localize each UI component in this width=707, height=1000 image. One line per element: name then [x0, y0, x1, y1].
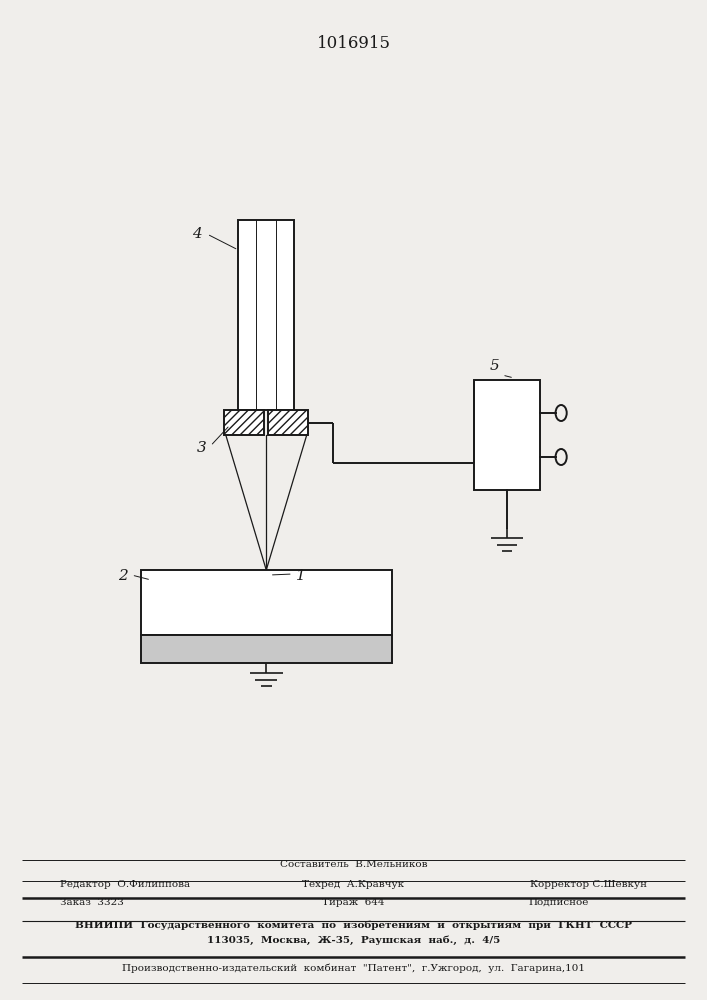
- Bar: [238, 220, 294, 410]
- Text: Заказ  3323: Заказ 3323: [60, 898, 124, 907]
- Bar: [474, 380, 540, 490]
- Bar: [224, 410, 264, 435]
- Text: ВНИИПИ  Государственного  комитета  по  изобретениям  и  открытиям  при  ГКНТ  С: ВНИИПИ Государственного комитета по изоб…: [75, 920, 632, 930]
- Text: Корректор С.Шевкун: Корректор С.Шевкун: [530, 880, 647, 889]
- Text: Подписное: Подписное: [528, 898, 588, 907]
- Bar: [141, 570, 392, 635]
- Bar: [269, 410, 308, 435]
- Text: 2: 2: [117, 569, 127, 583]
- Text: 5: 5: [489, 359, 499, 373]
- Text: 4: 4: [192, 227, 201, 241]
- Text: 1016915: 1016915: [317, 34, 390, 51]
- Text: 1: 1: [296, 569, 306, 583]
- Text: Составитель  В.Мельников: Составитель В.Мельников: [280, 860, 427, 869]
- Text: 3: 3: [197, 441, 206, 455]
- Text: Тираж  644: Тираж 644: [322, 898, 385, 907]
- Text: Производственно-издательский  комбинат  "Патент",  г.Ужгород,  ул.  Гагарина,101: Производственно-издательский комбинат "П…: [122, 964, 585, 973]
- Text: Редактор  О.Филиппова: Редактор О.Филиппова: [60, 880, 190, 889]
- Bar: [141, 635, 392, 663]
- Text: Техред  А.Кравчук: Техред А.Кравчук: [303, 880, 404, 889]
- Text: 113035,  Москва,  Ж-35,  Раушская  наб.,  д.  4/5: 113035, Москва, Ж-35, Раушская наб., д. …: [207, 935, 500, 945]
